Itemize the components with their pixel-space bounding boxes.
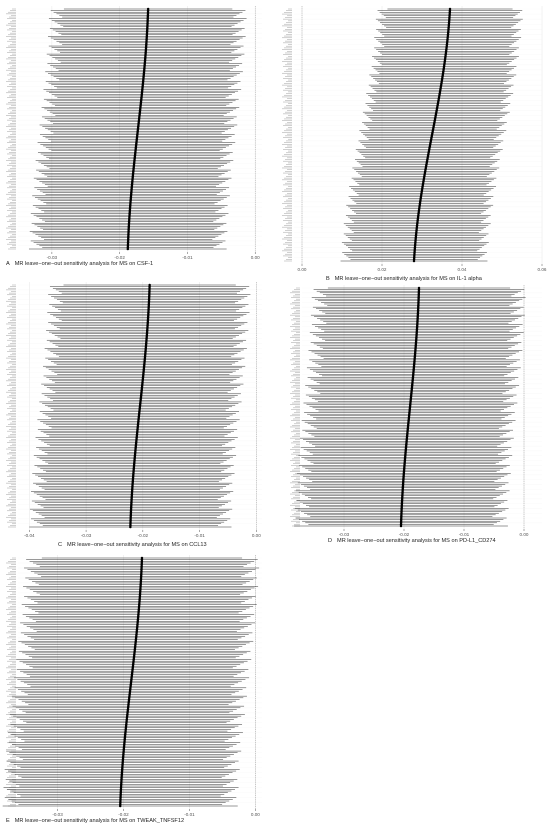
x-tick-label: -0.04 <box>24 533 35 538</box>
point-estimates <box>412 7 452 263</box>
x-tick-label: 0.00 <box>298 267 307 272</box>
caption-text-c: MR leave−one−out sensitivity analysis fo… <box>67 542 207 548</box>
x-tick-label: -0.02 <box>118 812 129 817</box>
panel-caption-e: E MR leave−one−out sensitivity analysis f… <box>6 818 184 824</box>
caption-text-e: MR leave−one−out sensitivity analysis fo… <box>14 818 185 824</box>
point-estimate <box>118 804 122 808</box>
point-estimates <box>126 7 150 251</box>
forest-plot-panel-c: -0.04 -0.03 -0.02 -0.01 0.00 C MR leave−one−o… <box>4 280 266 556</box>
panel-label-a: A <box>6 261 10 267</box>
x-tick-label: -0.02 <box>138 533 149 538</box>
x-tick-label: 0.02 <box>378 267 387 272</box>
x-tick-label: 0.00 <box>520 532 529 537</box>
forest-plot-c-svg: -0.04 -0.03 -0.02 -0.01 0.00 <box>6 282 262 538</box>
x-tick-label: 0.00 <box>251 812 260 817</box>
caption-text-b: MR leave−one−out sensitivity analysis fo… <box>334 276 482 282</box>
panel-caption-a: A MR leave−one−out sensitivity analysis f… <box>6 261 153 267</box>
x-tick-label: 0.00 <box>251 255 260 260</box>
forest-plot-d-svg: -0.03 -0.02 -0.01 0.00 <box>290 285 542 537</box>
point-estimate <box>399 524 403 528</box>
panel-label-e: E <box>6 818 10 824</box>
x-tick-label: -0.03 <box>81 533 92 538</box>
x-tick-label: 0.04 <box>458 267 467 272</box>
forest-plot-a-svg: -0.03 -0.02 -0.01 0.00 <box>6 6 262 260</box>
forest-plot-panel-a: -0.03 -0.02 -0.01 0.00 A MR leave−one−out se… <box>4 4 266 270</box>
point-estimates <box>118 556 144 808</box>
x-tick-label: 0.06 <box>538 267 547 272</box>
x-tick-label: -0.03 <box>47 255 58 260</box>
x-tick-label: -0.01 <box>459 532 470 537</box>
point-estimate <box>129 525 132 529</box>
panel-label-d: D <box>328 538 333 544</box>
panel-caption-c: C MR leave−one−out sensitivity analysis f… <box>58 542 207 548</box>
x-tick-label: -0.02 <box>399 532 410 537</box>
plot-background <box>18 6 262 252</box>
caption-text-d: MR leave−one−out sensitivity analysis fo… <box>337 538 496 544</box>
x-tick-label: -0.03 <box>339 532 350 537</box>
x-tick-label: -0.01 <box>182 255 193 260</box>
x-tick-label: -0.03 <box>52 812 63 817</box>
plot-background <box>302 285 542 529</box>
x-tick-label: 0.00 <box>252 533 261 538</box>
caption-text-a: MR leave−one−out sensitivity analysis fo… <box>14 261 154 267</box>
x-tick-label: -0.02 <box>114 255 125 260</box>
point-estimate <box>126 247 130 251</box>
panel-label-c: C <box>58 542 63 548</box>
point-estimates <box>129 283 151 529</box>
point-estimates <box>399 286 421 528</box>
x-tick-label: -0.01 <box>184 812 195 817</box>
forest-plot-b-svg: 0.00 0.02 0.04 0.06 <box>282 6 547 272</box>
forest-plot-panel-e: -0.03 -0.02 -0.01 0.00 E MR leave−one−out se… <box>2 553 266 831</box>
forest-plot-panel-d: -0.03 -0.02 -0.01 0.00 D MR leave−one−out se… <box>288 283 546 550</box>
panel-label-b: B <box>326 276 330 282</box>
panel-caption-b: B MR leave−one−out sensitivity analysis f… <box>326 276 482 282</box>
panel-caption-d: D MR leave−one−out sensitivity analysis f… <box>328 538 496 544</box>
x-tick-label: -0.01 <box>194 533 205 538</box>
forest-plot-e-svg: -0.03 -0.02 -0.01 0.00 <box>2 555 262 817</box>
forest-plot-panel-b: 0.00 0.02 0.04 0.06 B MR leave−one−out sensi… <box>280 4 547 283</box>
point-estimate <box>412 259 416 263</box>
